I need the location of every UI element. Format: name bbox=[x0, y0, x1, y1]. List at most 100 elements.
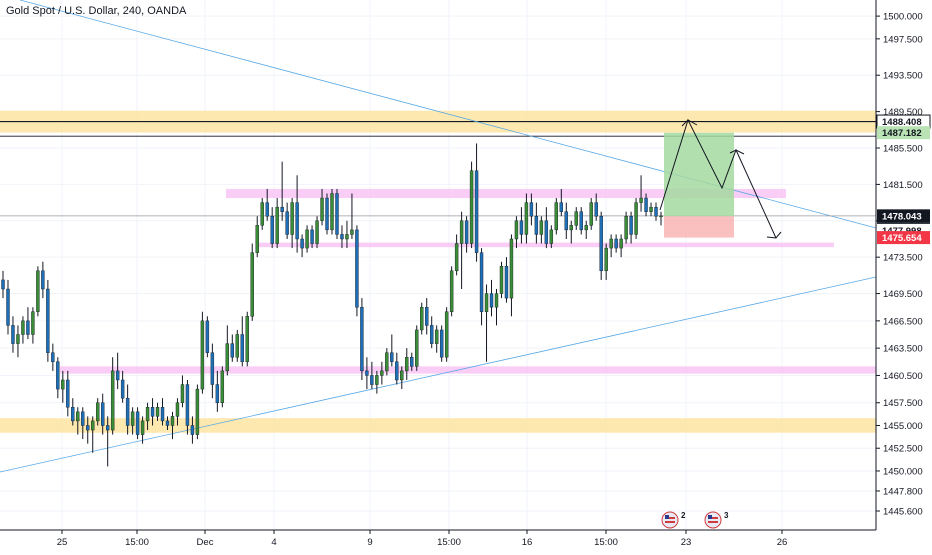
price-tick-label: 1469.500 bbox=[883, 289, 923, 300]
pink-zone-top bbox=[226, 188, 786, 199]
candle-body bbox=[185, 384, 190, 426]
candle-body bbox=[41, 270, 45, 290]
price-tick-label: 1452.500 bbox=[883, 444, 923, 455]
projection-arrowhead-peak bbox=[729, 149, 745, 155]
candle-body bbox=[420, 307, 424, 331]
candle-body bbox=[26, 320, 30, 335]
candle-body bbox=[544, 220, 549, 244]
price-tick-label: 1460.500 bbox=[883, 371, 923, 382]
candle-body bbox=[449, 270, 454, 312]
candle-body bbox=[265, 202, 269, 217]
candle-body bbox=[220, 370, 225, 403]
candle-body bbox=[464, 220, 469, 244]
time-tick-label: 15:00 bbox=[594, 537, 618, 548]
candle-body bbox=[549, 229, 554, 244]
us-flag-icon[interactable] bbox=[704, 511, 722, 529]
candle-body bbox=[120, 379, 125, 399]
candle-body bbox=[66, 379, 70, 408]
candle-body bbox=[390, 352, 394, 362]
candle-body bbox=[86, 425, 90, 431]
candle-body bbox=[325, 197, 329, 231]
candle-body bbox=[400, 370, 404, 381]
candle-body bbox=[644, 197, 648, 212]
event-count-label: 2 bbox=[681, 511, 686, 520]
candle-body bbox=[484, 293, 489, 312]
candle-body bbox=[494, 293, 499, 308]
loss-zone[interactable] bbox=[664, 216, 734, 238]
trendline-ascending[interactable] bbox=[0, 276, 877, 473]
price-tick-label: 1489.500 bbox=[883, 107, 923, 118]
price-tick-label: 1493.500 bbox=[883, 71, 923, 82]
candle-body bbox=[285, 211, 289, 235]
candle-body bbox=[589, 202, 593, 226]
candle-body bbox=[624, 216, 628, 240]
flag-stripe bbox=[708, 517, 718, 519]
candle-body bbox=[534, 216, 539, 235]
candle-body bbox=[305, 229, 309, 249]
candle-body bbox=[11, 325, 15, 344]
candle-body bbox=[524, 202, 529, 235]
candle-body bbox=[454, 243, 459, 272]
candle-body bbox=[340, 234, 344, 240]
candle-body bbox=[415, 329, 419, 367]
candle-body bbox=[574, 211, 578, 226]
candle-body bbox=[275, 206, 279, 244]
flag-stripe bbox=[665, 521, 675, 523]
price-tick-label: 1473.500 bbox=[883, 253, 923, 264]
price-axis-background bbox=[876, 0, 932, 550]
flag-stripe bbox=[665, 517, 675, 519]
candle-body bbox=[180, 384, 185, 403]
candle-body bbox=[604, 247, 608, 272]
time-tick-label: 15:00 bbox=[125, 537, 149, 548]
candle-body bbox=[514, 220, 519, 240]
candle-body bbox=[91, 420, 95, 431]
price-tick-label: 1445.600 bbox=[883, 506, 923, 517]
price-tick-label: 1466.500 bbox=[883, 316, 923, 327]
price-tick-label: 1447.800 bbox=[883, 486, 923, 497]
candle-body bbox=[215, 384, 220, 403]
candle-body bbox=[539, 220, 544, 235]
us-flag-icon[interactable] bbox=[661, 511, 679, 529]
candle-body bbox=[360, 307, 364, 372]
candle-body bbox=[564, 211, 568, 231]
profit-zone[interactable] bbox=[664, 132, 734, 217]
candle-body bbox=[335, 193, 339, 235]
candle-body bbox=[380, 370, 384, 376]
candle-body bbox=[135, 411, 140, 435]
candle-body bbox=[584, 225, 588, 231]
candle-body bbox=[21, 320, 25, 335]
candle-body bbox=[210, 352, 215, 385]
time-tick-label: 9 bbox=[367, 537, 372, 548]
candle-body bbox=[504, 266, 509, 299]
candle-body bbox=[145, 407, 150, 422]
candle-body bbox=[270, 216, 274, 244]
projection-path[interactable] bbox=[659, 118, 777, 239]
candle-body bbox=[434, 329, 439, 344]
projection-arrowhead-down bbox=[766, 231, 782, 239]
candle-body bbox=[200, 320, 205, 390]
candle-body bbox=[310, 229, 314, 244]
candle-body bbox=[61, 379, 65, 390]
candle-body bbox=[46, 288, 50, 353]
candle-body bbox=[105, 425, 110, 431]
candle-body bbox=[639, 197, 643, 203]
candle-body bbox=[370, 375, 374, 385]
time-tick-label: 15:00 bbox=[437, 537, 461, 548]
candle-body bbox=[300, 238, 304, 249]
candle-body bbox=[240, 334, 244, 362]
candle-body bbox=[439, 329, 444, 358]
price-label-target-bg bbox=[877, 126, 930, 140]
candle-body bbox=[81, 411, 85, 426]
candle-body bbox=[96, 402, 100, 422]
symbol-title: Gold Spot / U.S. Dollar, 240, OANDA bbox=[6, 5, 187, 17]
candle-body bbox=[140, 420, 145, 435]
candle-body bbox=[355, 229, 359, 308]
candle-body bbox=[519, 220, 524, 235]
candle-body bbox=[599, 216, 603, 272]
pink-zone-bottom bbox=[60, 366, 876, 374]
price-tick-label: 1450.000 bbox=[883, 466, 923, 477]
price-label-target: 1487.182 bbox=[882, 128, 922, 139]
